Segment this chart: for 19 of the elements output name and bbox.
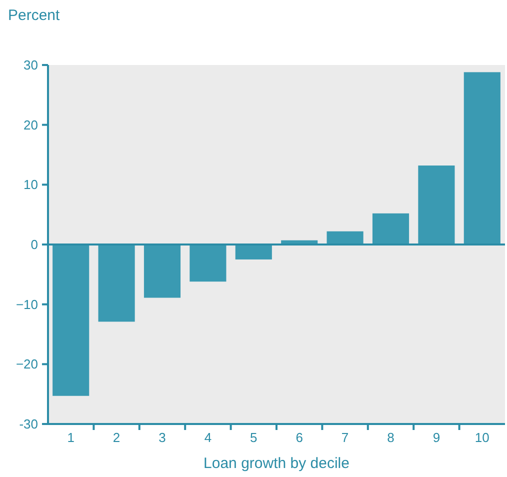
x-tick-label: 9 <box>432 430 440 445</box>
y-tick-label: 0 <box>30 237 38 252</box>
x-tick-label: 2 <box>112 430 120 445</box>
x-tick-label: 6 <box>296 430 303 445</box>
x-tick-label: 10 <box>474 430 490 445</box>
x-tick-label: 7 <box>341 430 349 445</box>
y-tick-label: 10 <box>24 177 38 192</box>
y-tick-label: -30 <box>19 416 38 432</box>
y-tick-label: 30 <box>24 58 38 73</box>
y-tick-label: 20 <box>24 117 38 132</box>
y-tick-label: −10 <box>16 296 38 312</box>
x-tick-label: 1 <box>67 430 74 445</box>
y-tick-label: −20 <box>16 356 38 372</box>
x-tick-label: 4 <box>204 430 212 445</box>
x-tick-label: 8 <box>387 430 394 445</box>
x-axis-title: Loan growth by decile <box>204 455 350 472</box>
x-tick-label: 5 <box>250 430 258 445</box>
x-tick-label: 3 <box>158 430 166 445</box>
y-axis-title: Percent <box>8 7 61 24</box>
